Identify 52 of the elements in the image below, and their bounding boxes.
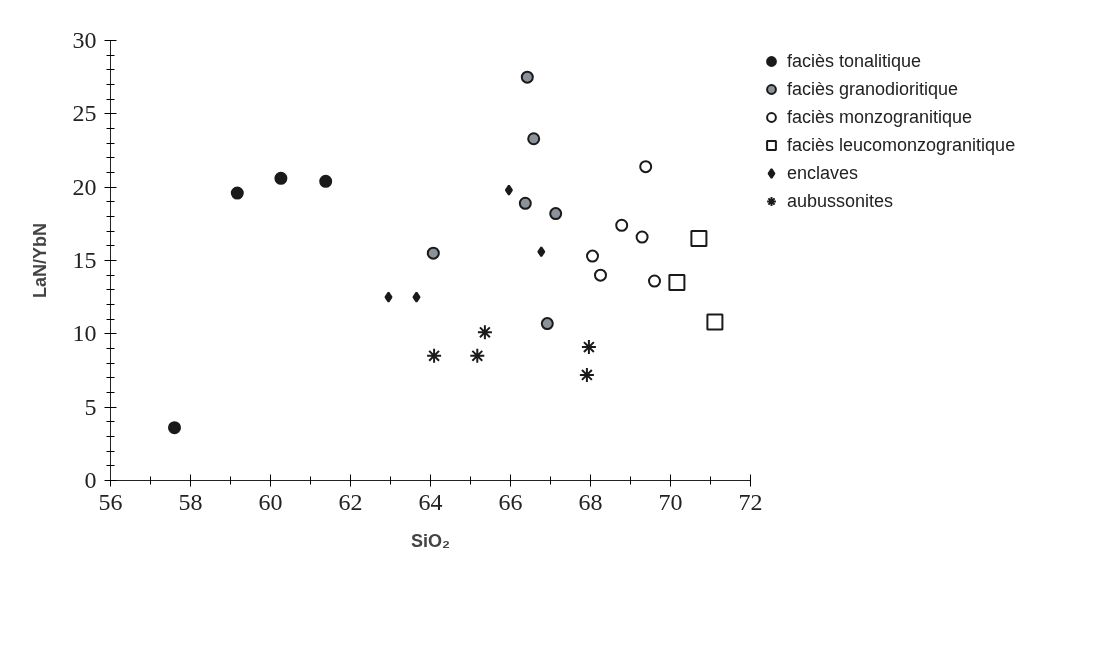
point	[520, 70, 534, 84]
point	[504, 184, 513, 196]
y-tick-label: 20	[72, 173, 97, 200]
point	[412, 291, 421, 303]
point	[426, 347, 443, 364]
x-tick-label: 64	[418, 488, 443, 515]
legend-label: aubussonites	[787, 190, 894, 212]
x-tick-label: 66	[498, 488, 523, 515]
point	[537, 246, 546, 258]
point	[668, 274, 686, 291]
point	[648, 274, 661, 288]
point	[586, 249, 599, 263]
y-axis-title: LaN/YbN	[29, 222, 50, 298]
x-tick-label: 70	[658, 488, 683, 515]
y-tick-label: 25	[72, 100, 97, 127]
legend-label: faciès tonalitique	[787, 50, 922, 72]
point	[549, 207, 563, 221]
x-axis-title: SiO₂	[411, 530, 451, 551]
point	[168, 421, 181, 435]
point	[274, 171, 288, 185]
y-tick-label: 10	[72, 320, 97, 347]
x-tick-label: 60	[258, 488, 283, 515]
x-tick-label: 58	[178, 488, 203, 515]
point	[230, 186, 244, 200]
point	[540, 317, 554, 331]
y-tick-label: 0	[84, 467, 97, 493]
point	[518, 196, 532, 210]
point	[580, 339, 597, 356]
point	[639, 160, 653, 174]
point	[594, 268, 607, 282]
y-tick-label: 30	[72, 27, 97, 53]
legend-label: faciès monzogranitique	[787, 106, 973, 128]
legend-label: enclaves	[787, 162, 859, 184]
legend-label: faciès granodioritique	[787, 78, 959, 100]
x-tick-label: 56	[98, 488, 123, 515]
y-tick-label: 5	[84, 393, 97, 420]
x-tick-label: 72	[738, 488, 763, 515]
point	[527, 132, 541, 146]
point	[578, 366, 595, 383]
point	[384, 291, 393, 303]
point	[319, 174, 333, 188]
x-tick-label: 62	[338, 488, 363, 515]
legend-label: faciès leucomonzogranitique	[787, 134, 1016, 156]
point	[690, 230, 708, 247]
y-tick-label: 15	[72, 247, 97, 273]
point	[615, 218, 629, 232]
point	[706, 313, 724, 331]
point	[426, 246, 440, 260]
point	[635, 230, 649, 244]
x-tick-label: 68	[578, 488, 603, 515]
point	[476, 324, 493, 341]
point	[469, 347, 486, 364]
